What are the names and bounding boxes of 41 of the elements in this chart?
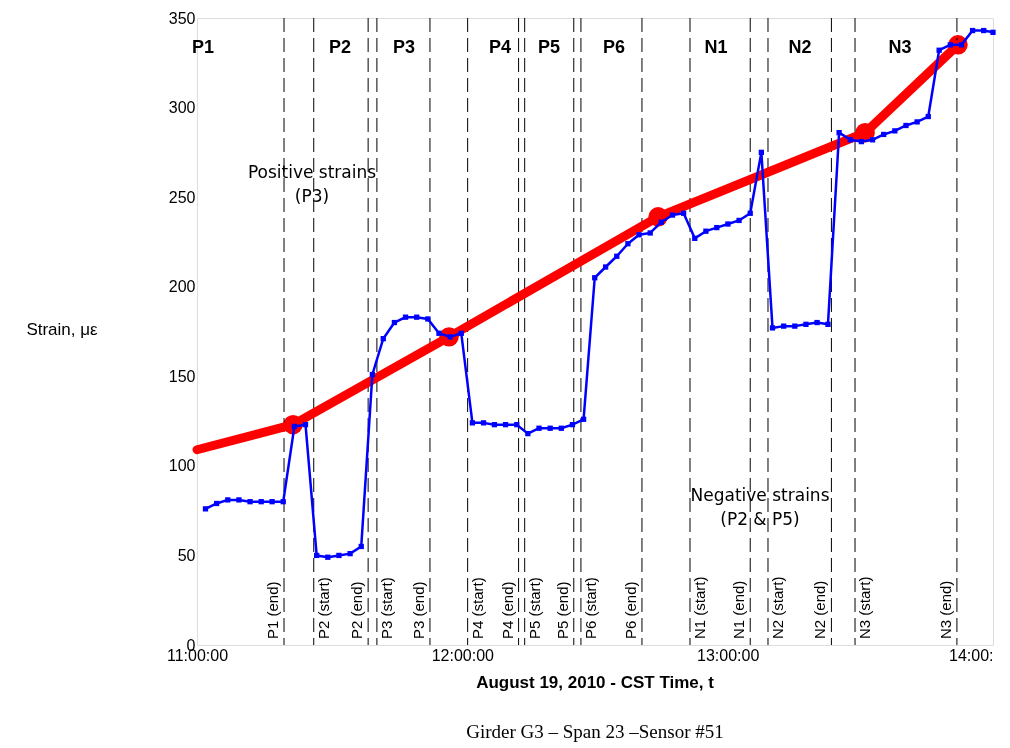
annotation: Positive strains (P3)	[247, 162, 377, 206]
x-axis-title: August 19, 2010 - CST Time, t	[476, 673, 715, 692]
ref-line-label: P1 (end)	[264, 581, 282, 639]
annotation: N3	[888, 37, 912, 57]
annotation: P1	[191, 37, 215, 57]
ref-line-label: P2 (start)	[314, 577, 332, 639]
ref-line-label: N2 (end)	[811, 580, 829, 639]
ref-line-label: P2 (end)	[348, 581, 366, 639]
ref-line-label: P3 (start)	[377, 577, 395, 639]
ref-line-label: N1 (end)	[730, 580, 748, 639]
annotation: P4	[488, 37, 512, 57]
text: Girder G3 – Span 23 –Sensor #51	[466, 721, 724, 742]
x-tick-label: 14:00:	[949, 646, 994, 664]
y-tick-label: 350	[168, 9, 196, 27]
annotation: P2	[328, 37, 352, 57]
annotation: N2	[788, 37, 812, 57]
annotation: P3	[392, 37, 416, 57]
y-tick-label: 50	[177, 546, 196, 564]
x-tick-label: 12:00:00	[431, 646, 495, 664]
ref-line-label: P4 (start)	[468, 577, 486, 639]
ref-line-label: P3 (end)	[409, 581, 427, 639]
ref-line-label: P5 (end)	[553, 581, 571, 639]
annotation: N1	[704, 37, 728, 57]
ref-line-label: N3 (end)	[936, 580, 954, 639]
y-tick-label: 200	[168, 278, 196, 296]
ref-line-label: N2 (start)	[769, 576, 786, 639]
y-tick-label: 100	[168, 457, 196, 475]
ref-line-label: N1 (start)	[690, 576, 708, 639]
annotation: Negative strains (P2 & P5)	[690, 485, 830, 529]
x-tick-label: 13:00:00	[697, 646, 760, 664]
annotation: P6	[602, 37, 626, 57]
y-tick-label: 150	[168, 367, 196, 385]
ref-line-label: P5 (start)	[525, 577, 543, 639]
y-tick-label: 250	[168, 188, 196, 206]
ref-line-label: N3 (start)	[856, 576, 874, 639]
ref-line-label: P6 (start)	[581, 577, 599, 639]
ref-line-label: P6 (end)	[621, 581, 639, 639]
y-tick-label: 300	[168, 99, 196, 117]
ref-line-label: P4 (end)	[498, 581, 516, 639]
y-axis-title: Strain, με	[26, 319, 99, 339]
annotation: P5	[537, 37, 561, 57]
